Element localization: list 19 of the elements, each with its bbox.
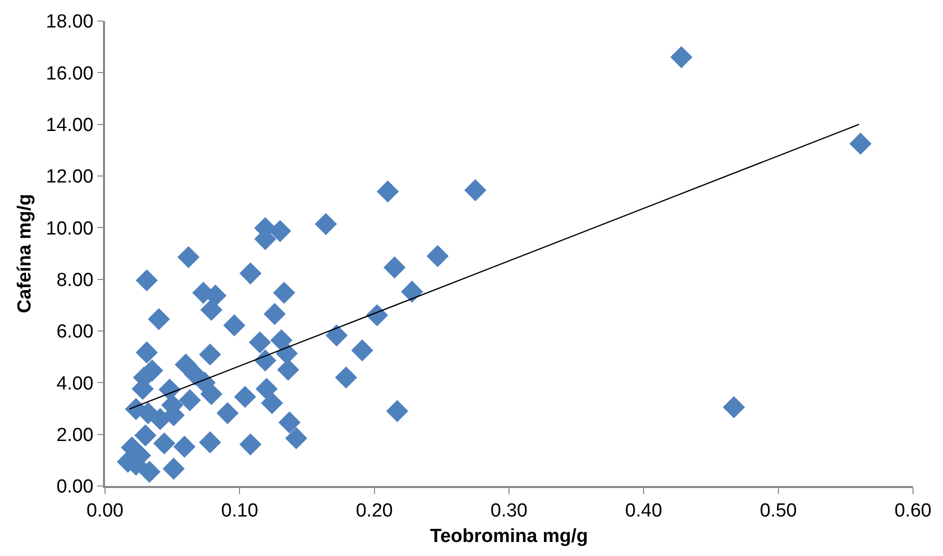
- y-tick-label: 8.00: [56, 270, 94, 291]
- y-tick-label: 6.00: [56, 322, 94, 343]
- x-tick-label: 0.50: [760, 500, 797, 522]
- x-tick-label: 0.00: [86, 500, 124, 522]
- y-tick-label: 0.00: [56, 476, 94, 498]
- y-tick-label: 14.00: [46, 114, 94, 136]
- y-tick-label: 4.00: [56, 373, 94, 394]
- x-tick-label: 0.60: [894, 500, 932, 522]
- x-tick-label: 0.30: [490, 500, 528, 522]
- x-tick-label: 0.10: [221, 500, 258, 522]
- y-axis-title: Cafeína mg/g: [14, 194, 36, 314]
- x-tick-label: 0.40: [625, 500, 662, 522]
- x-axis-title: Teobromina mg/g: [430, 526, 588, 547]
- y-tick-label: 16.00: [46, 63, 94, 84]
- y-tick-label: 10.00: [46, 218, 94, 240]
- y-tick-label: 12.00: [46, 166, 94, 188]
- y-tick-label: 18.00: [46, 12, 94, 33]
- x-tick-label: 0.20: [356, 500, 393, 522]
- y-tick-label: 2.00: [56, 424, 94, 446]
